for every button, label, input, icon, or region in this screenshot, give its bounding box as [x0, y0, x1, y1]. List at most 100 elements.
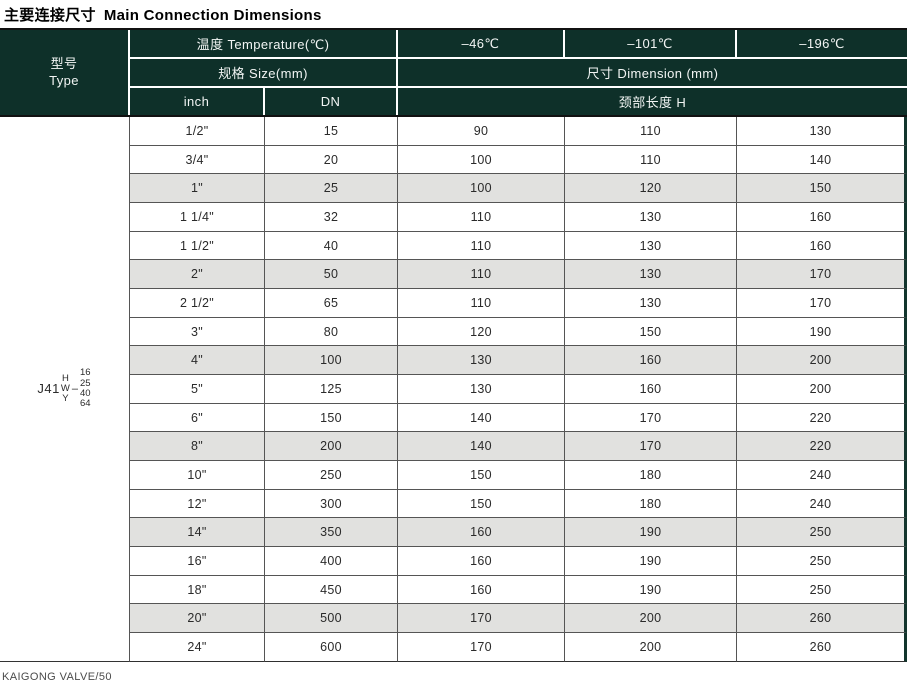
h101-cell: 110 — [565, 145, 737, 175]
type-header-cell: 型号 Type — [0, 30, 128, 115]
dn-cell: 40 — [265, 231, 398, 261]
h46-cell: 160 — [398, 575, 565, 605]
dimension-header-cell: 尺寸 Dimension (mm) — [398, 59, 907, 86]
dn-cell: 300 — [265, 489, 398, 519]
dn-cell: 65 — [265, 289, 398, 318]
type-code-numbers: 16 25 40 64 — [79, 367, 91, 410]
h46-cell: 170 — [398, 633, 565, 662]
h46-cell: 100 — [398, 145, 565, 175]
type-header-zh: 型号 — [50, 56, 78, 72]
h196-cell: 250 — [737, 575, 907, 605]
inch-cell: 12" — [130, 489, 265, 519]
h46-cell: 90 — [398, 117, 565, 146]
h101-cell: 190 — [565, 575, 737, 605]
inch-cell: 1/2" — [130, 117, 265, 146]
h46-cell: 110 — [398, 260, 565, 290]
h196-cell: 220 — [737, 432, 907, 462]
dn-cell: 250 — [265, 461, 398, 490]
h196-cell: 200 — [737, 346, 907, 376]
h46-cell: 140 — [398, 403, 565, 433]
h196-cell: 250 — [737, 518, 907, 548]
h196-cell: 250 — [737, 547, 907, 576]
main-table: 型号 Type 温度 Temperature(℃) –46℃ –101℃ –19… — [0, 28, 907, 662]
inch-cell: 20" — [130, 604, 265, 634]
h46-cell: 130 — [398, 346, 565, 376]
dn-cell: 200 — [265, 432, 398, 462]
valve-type-code: J41 H W Y – 16 25 40 64 — [37, 368, 91, 409]
h101-cell: 180 — [565, 489, 737, 519]
h196-cell: 220 — [737, 403, 907, 433]
h46-cell: 150 — [398, 489, 565, 519]
page-title: 主要连接尺寸 Main Connection Dimensions — [0, 0, 907, 28]
inch-cell: 16" — [130, 547, 265, 576]
inch-cell: 3" — [130, 317, 265, 347]
dn-cell: 20 — [265, 145, 398, 175]
inch-cell: 3/4" — [130, 145, 265, 175]
inch-cell: 1" — [130, 174, 265, 204]
h101-cell: 170 — [565, 403, 737, 433]
temp-column-minus196: –196℃ — [737, 30, 907, 57]
h196-cell: 240 — [737, 489, 907, 519]
h196-cell: 240 — [737, 461, 907, 490]
dn-cell: 450 — [265, 575, 398, 605]
dn-cell: 150 — [265, 403, 398, 433]
temp-column-minus101: –101℃ — [565, 30, 735, 57]
h46-cell: 110 — [398, 289, 565, 318]
h101-cell: 130 — [565, 231, 737, 261]
inch-cell: 1 1/4" — [130, 203, 265, 232]
h196-cell: 190 — [737, 317, 907, 347]
type-header-en: Type — [49, 72, 79, 88]
type-column-cell: J41 H W Y – 16 25 40 64 — [0, 117, 130, 662]
h46-cell: 160 — [398, 547, 565, 576]
inch-header-cell: inch — [130, 88, 263, 115]
h46-cell: 120 — [398, 317, 565, 347]
dn-cell: 600 — [265, 633, 398, 662]
h101-cell: 150 — [565, 317, 737, 347]
h101-cell: 160 — [565, 346, 737, 376]
neck-length-header-cell: 颈部长度 H — [398, 88, 907, 115]
dn-cell: 125 — [265, 375, 398, 404]
h196-cell: 150 — [737, 174, 907, 204]
h46-cell: 100 — [398, 174, 565, 204]
h46-cell: 150 — [398, 461, 565, 490]
inch-cell: 10" — [130, 461, 265, 490]
h101-cell: 130 — [565, 260, 737, 290]
h101-cell: 130 — [565, 289, 737, 318]
h46-cell: 160 — [398, 518, 565, 548]
h101-cell: 200 — [565, 633, 737, 662]
inch-cell: 14" — [130, 518, 265, 548]
inch-cell: 2" — [130, 260, 265, 290]
footer-text: KAIGONG VALVE/50 — [2, 670, 112, 683]
temp-column-minus46: –46℃ — [398, 30, 563, 57]
type-code-letters: H W Y — [60, 372, 70, 404]
temperature-header-cell: 温度 Temperature(℃) — [130, 30, 396, 57]
h46-cell: 140 — [398, 432, 565, 462]
h101-cell: 180 — [565, 461, 737, 490]
inch-cell: 18" — [130, 575, 265, 605]
h196-cell: 140 — [737, 145, 907, 175]
type-code-dash: – — [71, 382, 78, 395]
h46-cell: 110 — [398, 231, 565, 261]
inch-cell: 24" — [130, 633, 265, 662]
h46-cell: 170 — [398, 604, 565, 634]
page-title-chinese: 主要连接尺寸 — [4, 6, 96, 24]
dn-cell: 400 — [265, 547, 398, 576]
h101-cell: 160 — [565, 375, 737, 404]
h101-cell: 130 — [565, 203, 737, 232]
dn-cell: 32 — [265, 203, 398, 232]
size-header-cell: 规格 Size(mm) — [130, 59, 396, 86]
inch-cell: 5" — [130, 375, 265, 404]
dn-cell: 25 — [265, 174, 398, 204]
inch-cell: 1 1/2" — [130, 231, 265, 261]
h196-cell: 260 — [737, 633, 907, 662]
dn-cell: 350 — [265, 518, 398, 548]
h46-cell: 130 — [398, 375, 565, 404]
dn-cell: 500 — [265, 604, 398, 634]
h101-cell: 190 — [565, 518, 737, 548]
table-header: 型号 Type 温度 Temperature(℃) –46℃ –101℃ –19… — [0, 28, 907, 117]
inch-cell: 6" — [130, 403, 265, 433]
h196-cell: 260 — [737, 604, 907, 634]
table-body: J41 H W Y – 16 25 40 64 1/2" 15 90 110 130 3/… — [0, 117, 907, 662]
h196-cell: 200 — [737, 375, 907, 404]
dn-header-cell: DN — [265, 88, 396, 115]
